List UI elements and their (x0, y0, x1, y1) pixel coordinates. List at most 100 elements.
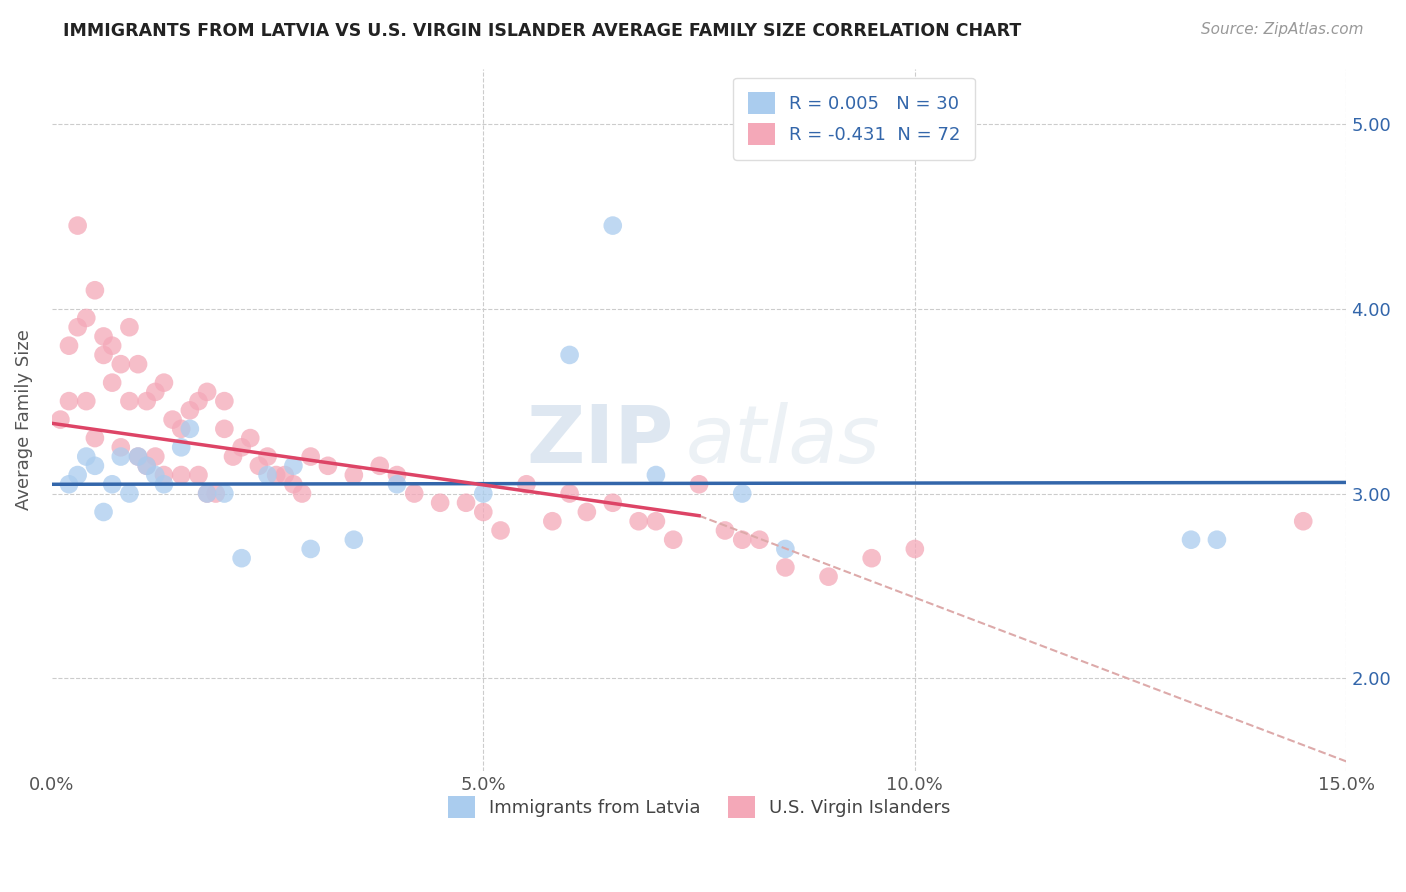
Point (515, 477, 537, 491)
Point (75, 394, 97, 409)
Point (101, 339, 124, 353)
Point (731, 533, 754, 547)
Point (368, 458, 391, 473)
Point (575, 505, 598, 519)
Point (602, 496, 624, 510)
Point (118, 394, 141, 409)
Point (135, 458, 157, 473)
Point (93, 505, 115, 519)
Point (1206, 533, 1229, 547)
Point (83, 458, 105, 473)
Point (101, 477, 124, 491)
Point (688, 477, 710, 491)
Point (256, 468, 278, 483)
Point (143, 384, 166, 399)
Text: atlas: atlas (686, 401, 882, 480)
Point (162, 412, 184, 426)
Point (404, 486, 426, 500)
Point (110, 357, 132, 371)
Point (195, 384, 218, 399)
Point (93, 348, 115, 362)
Point (662, 533, 685, 547)
Point (135, 458, 157, 473)
Point (153, 477, 176, 491)
Point (58, 339, 80, 353)
Point (222, 450, 245, 464)
Point (558, 486, 581, 500)
Point (454, 496, 477, 510)
Point (153, 468, 176, 483)
Point (49, 412, 72, 426)
Point (110, 440, 132, 454)
Point (489, 524, 512, 538)
Point (214, 422, 236, 436)
Point (83, 283, 105, 297)
Point (101, 376, 124, 390)
Point (1292, 514, 1315, 528)
Point (179, 422, 201, 436)
Point (731, 486, 754, 500)
Point (93, 329, 115, 343)
Point (239, 431, 262, 445)
Point (1180, 533, 1202, 547)
Point (66, 468, 89, 483)
Point (283, 477, 305, 491)
Point (204, 486, 226, 500)
Point (66, 219, 89, 233)
Point (75, 450, 97, 464)
Point (127, 450, 149, 464)
Point (170, 440, 193, 454)
Point (817, 569, 839, 583)
Point (299, 541, 322, 556)
Point (170, 422, 193, 436)
Text: Source: ZipAtlas.com: Source: ZipAtlas.com (1201, 22, 1364, 37)
Point (775, 560, 797, 574)
Point (645, 514, 668, 528)
Point (714, 524, 737, 538)
Point (170, 468, 193, 483)
Point (214, 394, 236, 409)
Point (214, 486, 236, 500)
Point (83, 431, 105, 445)
Point (541, 514, 564, 528)
Point (385, 468, 408, 483)
Point (75, 310, 97, 325)
Point (179, 403, 201, 417)
Point (127, 357, 149, 371)
Point (127, 450, 149, 464)
Point (283, 458, 305, 473)
Point (860, 551, 883, 566)
Point (58, 394, 80, 409)
Y-axis label: Average Family Size: Average Family Size (15, 329, 32, 510)
Point (299, 450, 322, 464)
Point (66, 320, 89, 334)
Point (58, 477, 80, 491)
Text: ZIP: ZIP (526, 401, 673, 480)
Point (274, 468, 297, 483)
Point (143, 450, 166, 464)
Point (118, 486, 141, 500)
Point (316, 458, 339, 473)
Point (135, 394, 157, 409)
Point (748, 533, 770, 547)
Point (118, 320, 141, 334)
Point (187, 468, 209, 483)
Point (231, 440, 253, 454)
Point (231, 551, 253, 566)
Point (385, 477, 408, 491)
Point (904, 541, 927, 556)
Legend: Immigrants from Latvia, U.S. Virgin Islanders: Immigrants from Latvia, U.S. Virgin Isla… (440, 789, 957, 825)
Point (195, 486, 218, 500)
Point (343, 468, 366, 483)
Point (110, 450, 132, 464)
Point (264, 468, 287, 483)
Point (143, 468, 166, 483)
Point (602, 219, 624, 233)
Point (187, 394, 209, 409)
Text: IMMIGRANTS FROM LATVIA VS U.S. VIRGIN ISLANDER AVERAGE FAMILY SIZE CORRELATION C: IMMIGRANTS FROM LATVIA VS U.S. VIRGIN IS… (63, 22, 1022, 40)
Point (472, 486, 495, 500)
Point (153, 376, 176, 390)
Point (343, 533, 366, 547)
Point (627, 514, 650, 528)
Point (558, 348, 581, 362)
